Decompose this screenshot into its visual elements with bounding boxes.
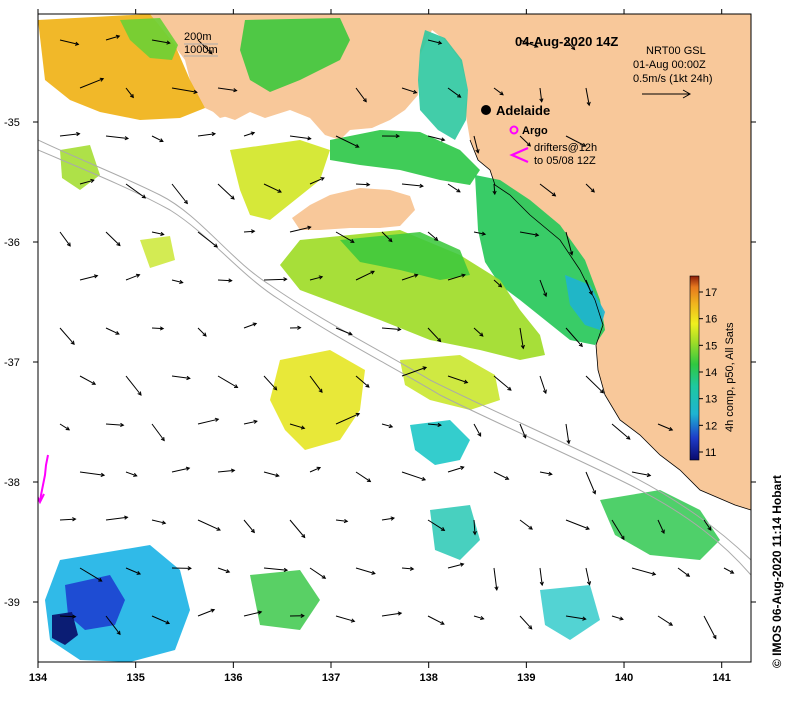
product-line-1: NRT00 GSL [646, 45, 706, 57]
adelaide-marker[interactable] [481, 105, 491, 115]
x-tick-label: 138 [420, 672, 438, 684]
y-tick-label: -38 [4, 477, 20, 489]
product-line-2: 01-Aug 00:00Z [633, 59, 706, 71]
x-tick-label: 141 [713, 672, 731, 684]
colorbar-tick-label: 16 [705, 314, 717, 326]
y-tick-label: -36 [4, 237, 20, 249]
colorbar-tick-label: 11 [705, 447, 716, 459]
colorbar-tick-label: 13 [705, 394, 717, 406]
credit-caption: © IMOS 06-Aug-2020 11:14 Hobart [770, 475, 784, 668]
y-tick-label: -35 [4, 117, 20, 129]
x-tick-label: 140 [615, 672, 633, 684]
colorbar-tick-label: 15 [705, 340, 717, 352]
colorbar-tick-label: 17 [705, 287, 717, 299]
y-tick-label: -39 [4, 597, 20, 609]
y-tick-label: -37 [4, 357, 20, 369]
x-tick-label: 135 [126, 672, 144, 684]
x-tick-label: 136 [224, 672, 242, 684]
colorbar-tick-label: 14 [705, 367, 717, 379]
colorbar-title: 4h comp, p50, All Sats [724, 322, 736, 432]
current-vector [60, 616, 76, 617]
drifters-label-1: drifters@12h [534, 142, 597, 154]
drifters-label-2: to 05/08 12Z [534, 155, 596, 167]
x-tick-label: 134 [29, 672, 48, 684]
x-tick-label: 139 [517, 672, 535, 684]
city-label-adelaide: Adelaide [496, 103, 550, 118]
current-vector [356, 184, 369, 185]
contour-label-1000m: 1000m [184, 44, 218, 56]
colorbar-ramp [690, 276, 699, 460]
argo-label: Argo [522, 125, 548, 137]
x-tick-label: 137 [322, 672, 340, 684]
map-title: 04-Aug-2020 14Z [515, 34, 618, 49]
contour-label-200m: 200m [184, 31, 212, 43]
product-line-3: 0.5m/s (1kt 24h) [633, 73, 712, 85]
current-vector [218, 280, 232, 281]
colorbar-tick-label: 12 [705, 420, 717, 432]
